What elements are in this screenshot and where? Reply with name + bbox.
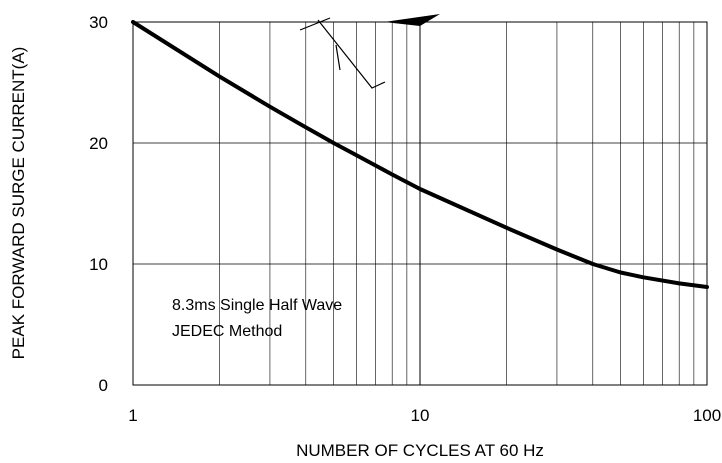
watermark-arrow — [384, 14, 440, 26]
y-tick-label: 0 — [99, 376, 108, 395]
x-tick-label: 10 — [411, 406, 430, 425]
y-axis-label: PEAK FORWARD SURGE CURRENT(A) — [9, 47, 28, 360]
series-line — [131, 20, 709, 289]
y-tick-label: 10 — [89, 255, 108, 274]
y-tick-label: 20 — [89, 134, 108, 153]
x-tick-label: 100 — [693, 406, 721, 425]
x-axis-label: NUMBER OF CYCLES AT 60 Hz — [296, 441, 544, 460]
annotation-line-1: 8.3ms Single Half Wave — [172, 297, 342, 314]
y-tick-label: 30 — [89, 13, 108, 32]
annotation-line-2: JEDEC Method — [172, 323, 282, 340]
x-tick-label: 1 — [128, 406, 137, 425]
watermark-shape — [299, 17, 386, 89]
